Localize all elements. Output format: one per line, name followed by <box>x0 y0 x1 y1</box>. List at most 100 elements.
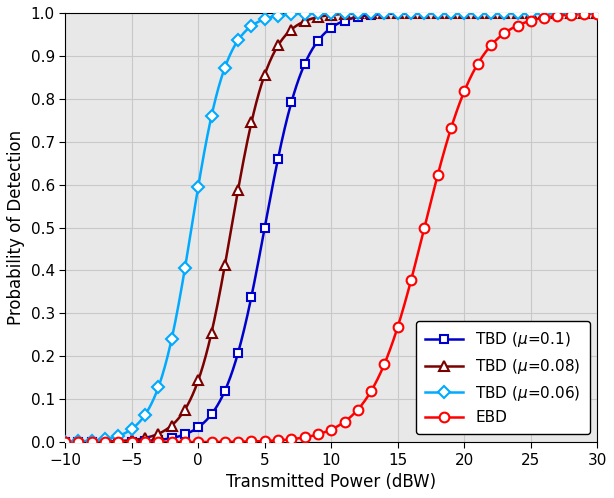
TBD ($\mu$=0.08) <box>368 10 375 16</box>
TBD ($\mu$=0.1) <box>394 10 402 16</box>
EBD <box>408 277 415 283</box>
TBD ($\mu$=0.08) <box>261 72 268 78</box>
TBD ($\mu$=0.06) <box>301 10 308 16</box>
TBD ($\mu$=0.08) <box>288 26 295 32</box>
EBD <box>341 419 348 425</box>
EBD <box>261 438 268 444</box>
EBD <box>314 431 322 437</box>
TBD ($\mu$=0.06) <box>408 10 415 16</box>
EBD <box>421 225 428 231</box>
TBD ($\mu$=0.06) <box>594 10 601 16</box>
TBD ($\mu$=0.08) <box>500 10 508 16</box>
TBD ($\mu$=0.1) <box>514 10 521 16</box>
EBD <box>235 439 242 445</box>
Line: TBD ($\mu$=0.08): TBD ($\mu$=0.08) <box>60 8 602 447</box>
TBD ($\mu$=0.06) <box>527 10 535 16</box>
TBD ($\mu$=0.1) <box>341 17 348 23</box>
TBD ($\mu$=0.08) <box>408 10 415 16</box>
TBD ($\mu$=0.1) <box>101 439 109 445</box>
TBD ($\mu$=0.06) <box>354 10 362 16</box>
TBD ($\mu$=0.1) <box>195 424 202 430</box>
EBD <box>248 438 255 444</box>
TBD ($\mu$=0.06) <box>88 438 95 444</box>
EBD <box>101 439 109 445</box>
TBD ($\mu$=0.06) <box>261 16 268 22</box>
EBD <box>527 17 535 23</box>
TBD ($\mu$=0.1) <box>88 439 95 445</box>
TBD ($\mu$=0.08) <box>195 377 202 383</box>
TBD ($\mu$=0.1) <box>567 10 575 16</box>
EBD <box>368 388 375 394</box>
TBD ($\mu$=0.06) <box>314 10 322 16</box>
EBD <box>460 88 468 94</box>
TBD ($\mu$=0.1) <box>381 11 388 17</box>
TBD ($\mu$=0.06) <box>181 265 188 271</box>
TBD ($\mu$=0.1) <box>235 350 242 356</box>
TBD ($\mu$=0.08) <box>301 18 308 24</box>
TBD ($\mu$=0.08) <box>328 12 335 18</box>
TBD ($\mu$=0.06) <box>274 13 282 19</box>
TBD ($\mu$=0.08) <box>101 439 109 445</box>
TBD ($\mu$=0.08) <box>115 438 122 444</box>
TBD ($\mu$=0.06) <box>235 37 242 43</box>
EBD <box>540 14 548 20</box>
TBD ($\mu$=0.08) <box>274 42 282 48</box>
TBD ($\mu$=0.1) <box>181 431 188 437</box>
TBD ($\mu$=0.06) <box>328 10 335 16</box>
TBD ($\mu$=0.1) <box>314 38 322 44</box>
EBD <box>328 426 335 432</box>
TBD ($\mu$=0.1) <box>75 439 82 445</box>
TBD ($\mu$=0.06) <box>540 10 548 16</box>
EBD <box>115 439 122 445</box>
EBD <box>514 22 521 28</box>
TBD ($\mu$=0.08) <box>514 10 521 16</box>
Line: EBD: EBD <box>60 9 602 447</box>
TBD ($\mu$=0.08) <box>221 262 228 268</box>
TBD ($\mu$=0.06) <box>155 384 162 390</box>
TBD ($\mu$=0.1) <box>580 10 588 16</box>
EBD <box>434 172 441 178</box>
TBD ($\mu$=0.06) <box>168 336 175 342</box>
TBD ($\mu$=0.1) <box>460 10 468 16</box>
TBD ($\mu$=0.06) <box>75 438 82 444</box>
TBD ($\mu$=0.1) <box>594 10 601 16</box>
TBD ($\mu$=0.08) <box>554 10 561 16</box>
TBD ($\mu$=0.08) <box>421 10 428 16</box>
TBD ($\mu$=0.06) <box>554 10 561 16</box>
TBD ($\mu$=0.1) <box>434 10 441 16</box>
EBD <box>274 437 282 443</box>
EBD <box>155 439 162 445</box>
EBD <box>288 436 295 442</box>
TBD ($\mu$=0.06) <box>394 10 402 16</box>
TBD ($\mu$=0.08) <box>567 10 575 16</box>
TBD ($\mu$=0.06) <box>341 10 348 16</box>
TBD ($\mu$=0.1) <box>168 435 175 441</box>
EBD <box>75 439 82 445</box>
TBD ($\mu$=0.1) <box>288 100 295 106</box>
TBD ($\mu$=0.08) <box>235 187 242 193</box>
EBD <box>88 439 95 445</box>
TBD ($\mu$=0.06) <box>448 10 455 16</box>
TBD ($\mu$=0.08) <box>434 10 441 16</box>
TBD ($\mu$=0.1) <box>261 225 268 231</box>
TBD ($\mu$=0.08) <box>88 439 95 445</box>
TBD ($\mu$=0.1) <box>128 439 135 445</box>
Line: TBD ($\mu$=0.06): TBD ($\mu$=0.06) <box>61 9 602 446</box>
TBD ($\mu$=0.1) <box>328 25 335 31</box>
TBD ($\mu$=0.06) <box>115 433 122 439</box>
TBD ($\mu$=0.08) <box>580 10 588 16</box>
EBD <box>394 324 402 330</box>
TBD ($\mu$=0.08) <box>381 10 388 16</box>
TBD ($\mu$=0.1) <box>155 437 162 443</box>
TBD ($\mu$=0.1) <box>474 10 481 16</box>
TBD ($\mu$=0.06) <box>248 23 255 29</box>
TBD ($\mu$=0.06) <box>288 11 295 17</box>
TBD ($\mu$=0.06) <box>488 10 495 16</box>
TBD ($\mu$=0.1) <box>554 10 561 16</box>
TBD ($\mu$=0.08) <box>540 10 548 16</box>
EBD <box>354 406 362 412</box>
TBD ($\mu$=0.08) <box>488 10 495 16</box>
TBD ($\mu$=0.1) <box>408 10 415 16</box>
TBD ($\mu$=0.1) <box>208 411 215 417</box>
TBD ($\mu$=0.06) <box>421 10 428 16</box>
